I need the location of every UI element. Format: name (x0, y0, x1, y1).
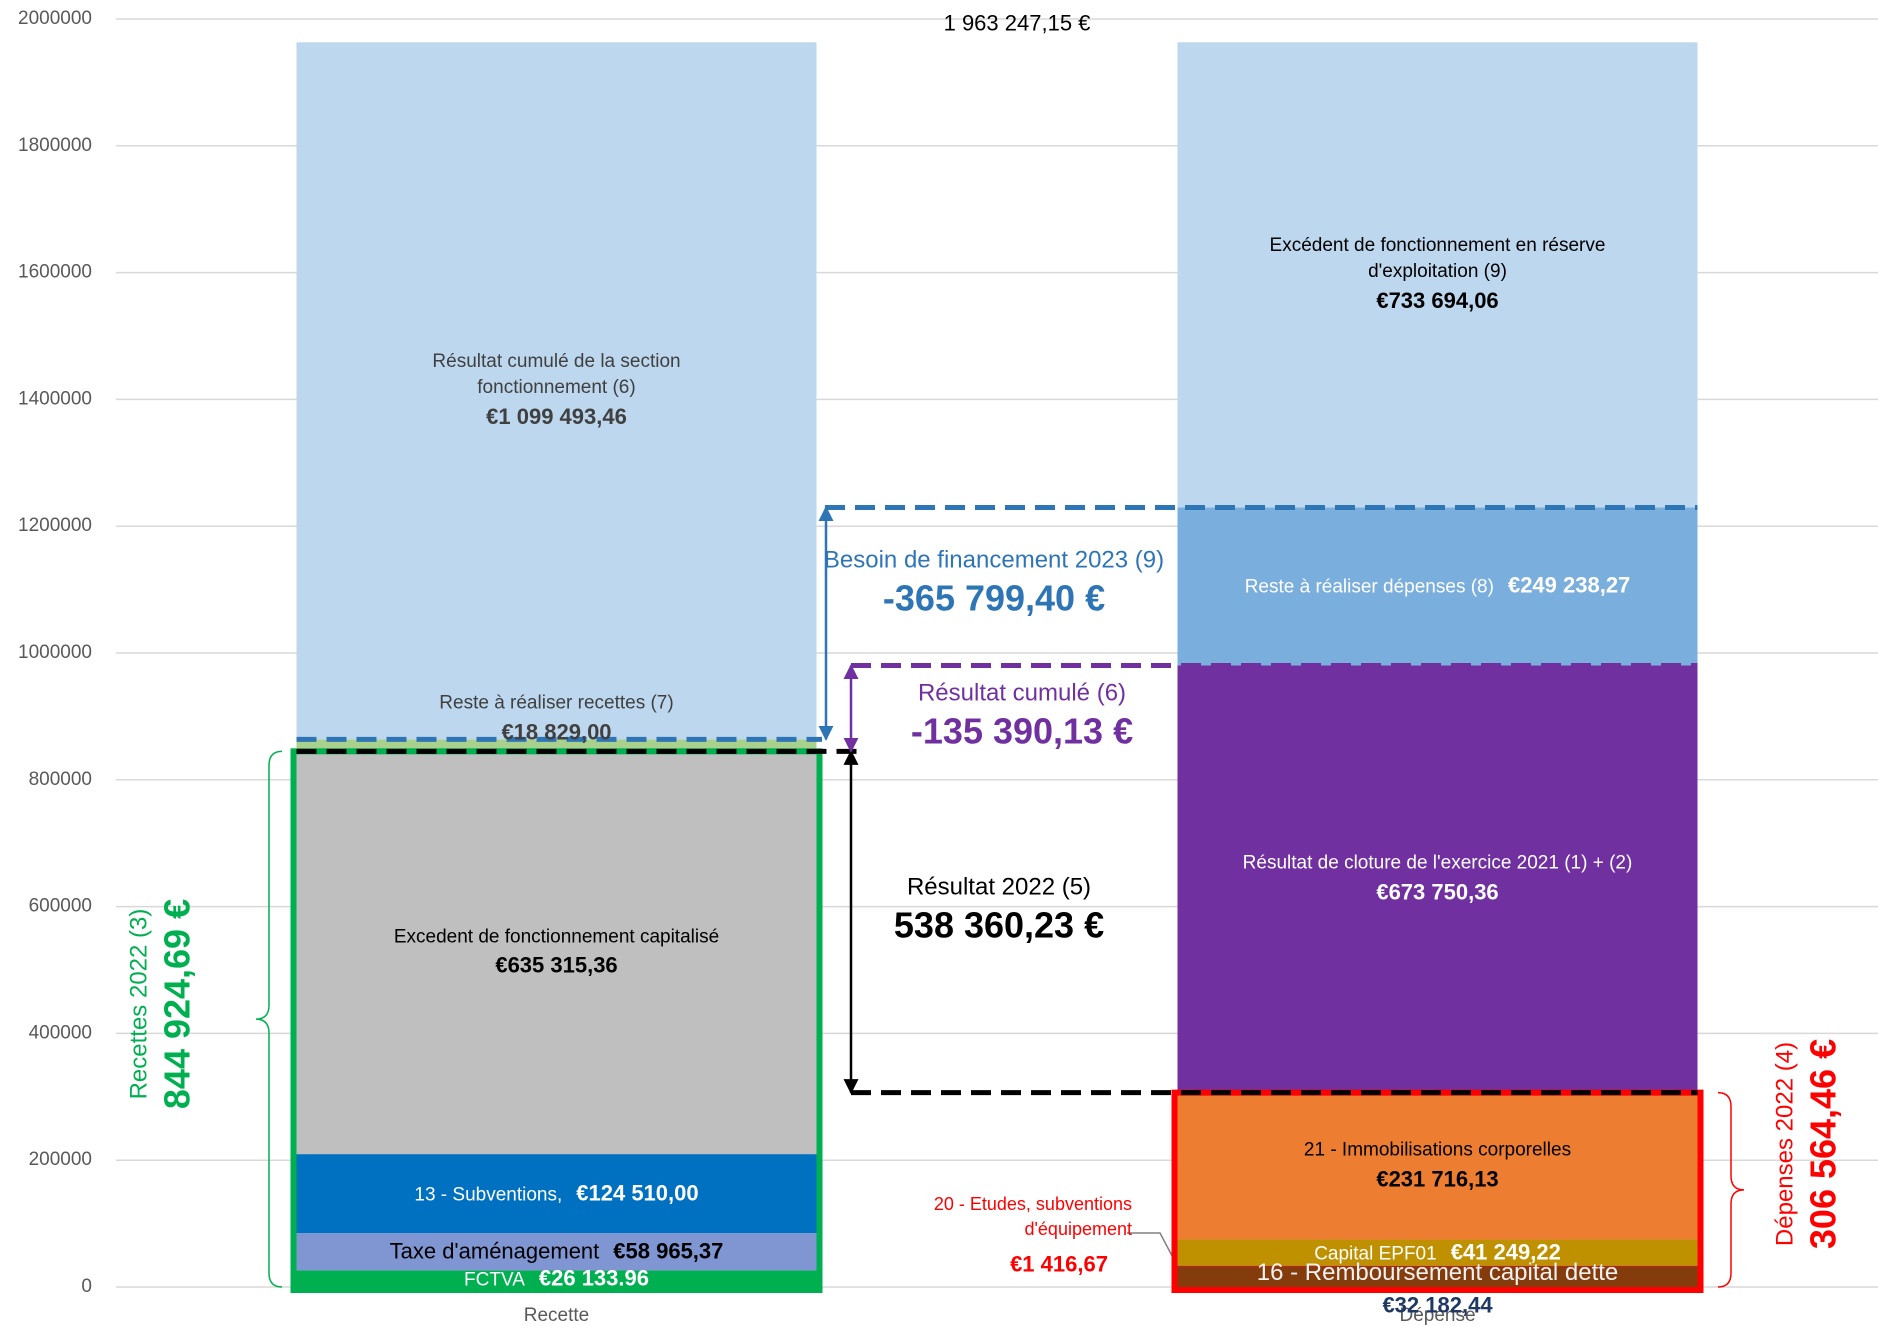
bar-segment (296, 1233, 817, 1271)
y-tick-label: 0 (81, 1276, 92, 1297)
segment-label: 16 - Remboursement capital dette (1256, 1259, 1619, 1286)
annotation: Dépenses 2022 (4) 306 564,46 € (1771, 1039, 1846, 1249)
segment-name: 13 - Subventions, (414, 1184, 563, 1206)
bar-segment (296, 1270, 817, 1287)
annotation-value: -365 799,40 € (882, 577, 1106, 619)
segment-value: €26 133.96 (538, 1265, 649, 1291)
segment-name: Taxe d'aménagement (389, 1238, 600, 1264)
segment-label: Capital EPF01 €41 249,22 (1314, 1237, 1561, 1268)
leader-line (1127, 1232, 1179, 1267)
segment-name: Résultat de cloture de l'exercice 2021 (… (1242, 852, 1633, 874)
annotation-text: Besoin de financement 2023 (9) (823, 546, 1165, 574)
segment-label: Excedent de fonctionnement capitalisé €63… (327, 924, 787, 981)
y-tick-label: 600000 (29, 896, 92, 917)
annotation-text: Recettes 2022 (3) (125, 908, 153, 1100)
segment-name: Résultat cumulé de la section fonctionne… (432, 350, 681, 399)
bar-segment (1177, 1239, 1698, 1266)
segment-value-text: €32 182,44 (1382, 1292, 1493, 1318)
x-tick-label: Recette (524, 1305, 589, 1326)
segment-value: €673 750,36 (1376, 878, 1499, 904)
segment-label: 13 - Subventions, €124 510,00 (414, 1178, 698, 1209)
segment-label: Reste à réaliser dépenses (8) €249 238,27 (1245, 571, 1631, 602)
y-tick-label: 800000 (29, 769, 92, 790)
segment-value: €635 315,36 (495, 952, 618, 978)
segment-value-text: €1 416,67 (1010, 1251, 1108, 1277)
annotation-value: 844 924,69 € (156, 898, 198, 1110)
segment-value: €32 182,44 (1382, 1291, 1492, 1322)
bar-segment (296, 42, 817, 740)
segment-name: 21 - Immobilisations corporelles (1303, 1139, 1572, 1161)
y-tick-label: 1200000 (18, 515, 92, 536)
segment-name: Capital EPF01 (1314, 1243, 1437, 1265)
segment-value: €1 416,67 (1010, 1250, 1108, 1281)
y-tick-label: 1800000 (18, 135, 92, 156)
segment-name: Excedent de fonctionnement capitalisé (393, 926, 720, 948)
annotation-value: 306 564,46 € (1802, 1038, 1844, 1250)
annotation-text: Résultat cumulé (6) (917, 679, 1127, 707)
segment-value: €231 716,13 (1376, 1165, 1499, 1191)
annotation-text: Résultat 2022 (5) (906, 873, 1092, 901)
annotation: Besoin de financement 2023 (9) -365 799,4… (824, 546, 1164, 621)
segment-label: Résultat cumulé de la section fonctionne… (392, 349, 722, 433)
bar-segment (1177, 1265, 1698, 1267)
bar-segment (1177, 665, 1698, 1093)
segment-label: FCTVA €26 133.96 (464, 1263, 649, 1294)
segment-label: 21 - Immobilisations corporelles €231 716… (1228, 1137, 1648, 1194)
annotation: Recettes 2022 (3) 844 924,69 € (125, 899, 200, 1109)
segment-label: 20 - Etudes, subventions d'équipement (933, 1193, 1132, 1239)
segment-label: Excédent de fonctionnement en réserve d'… (1258, 233, 1618, 317)
y-tick-label: 2000000 (18, 8, 92, 29)
y-tick-label: 400000 (29, 1022, 92, 1043)
annotation-value: 538 360,23 € (893, 904, 1105, 946)
x-tick-label: Dépense (1399, 1305, 1475, 1326)
bar-segment (1177, 1266, 1698, 1287)
segment-value: €733 694,06 (1376, 288, 1499, 314)
annotation: Résultat 2022 (5) 538 360,23 € (894, 873, 1104, 948)
segment-name: Reste à réaliser dépenses (8) (1244, 577, 1494, 599)
segment-value: €41 249,22 (1450, 1239, 1561, 1265)
annotation: Résultat cumulé (6) -135 390,13 € (911, 679, 1133, 754)
brace (255, 750, 283, 1288)
bar-segment (1177, 1092, 1698, 1240)
bar-segment (1177, 42, 1698, 508)
total-label: 1 963 247,15 € (943, 10, 1091, 36)
segment-name: Excédent de fonctionnement en réserve d'… (1269, 234, 1606, 283)
segment-name: FCTVA (464, 1269, 525, 1291)
segment-value: €18 829,00 (501, 719, 612, 745)
brace (1717, 1091, 1745, 1288)
bar-segment (296, 739, 817, 752)
y-tick-label: 1000000 (18, 642, 92, 663)
segment-value: €1 099 493,46 (486, 404, 627, 430)
segment-value: €249 238,27 (1507, 573, 1631, 599)
bar-segment (296, 1154, 817, 1234)
y-tick-label: 1600000 (18, 262, 92, 283)
segment-value: €58 965,37 (613, 1238, 724, 1264)
segment-label: Résultat de cloture de l'exercice 2021 (… (1188, 850, 1688, 907)
segment-label: Reste à réaliser recettes (7) €18 829,00 (347, 691, 767, 748)
annotation-text: Dépenses 2022 (4) (1771, 1041, 1799, 1247)
bar-segment (296, 751, 817, 1155)
bar-segment (1177, 507, 1698, 666)
y-tick-label: 1400000 (18, 388, 92, 409)
segment-label: Taxe d'aménagement €58 965,37 (390, 1236, 724, 1267)
annotation-value: -135 390,13 € (910, 710, 1134, 752)
y-tick-label: 200000 (29, 1149, 92, 1170)
segment-value: €124 510,00 (576, 1180, 699, 1206)
segment-name: Reste à réaliser recettes (7) (439, 692, 674, 714)
